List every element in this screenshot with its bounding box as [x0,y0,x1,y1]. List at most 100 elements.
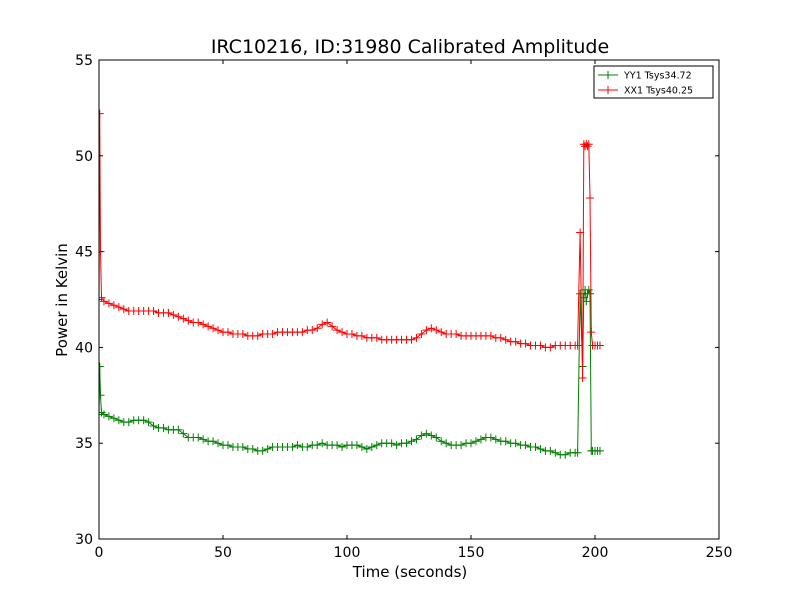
data-point [521,441,530,450]
data-point [486,331,495,340]
x-tick-label: 0 [95,545,104,561]
data-point [546,446,555,455]
data-point [199,435,208,444]
data-point [164,308,173,317]
data-point [595,341,604,350]
y-tick-label: 45 [75,245,93,261]
data-point [402,439,411,448]
data-point [372,441,381,450]
data-point [595,446,604,455]
data-point [194,318,203,327]
data-point [223,441,232,450]
data-point [583,142,592,151]
data-point [99,297,108,306]
data-point [367,443,376,452]
data-point [293,441,302,450]
x-tick-label: 100 [334,545,361,561]
data-point [582,297,591,306]
data-point [486,433,495,442]
data-point [387,439,396,448]
x-tick-label: 250 [706,545,733,561]
data-point [491,435,500,444]
data-point [584,285,593,294]
legend: YY1 Tsys34.72 XX1 Tsys40.25 [593,65,714,99]
data-point [422,326,431,335]
data-point [437,437,446,446]
data-point [238,443,247,452]
data-point [288,443,297,452]
data-point [392,441,401,450]
data-point [99,410,108,419]
data-point [149,421,158,430]
data-point [333,441,342,450]
data-point [347,329,356,338]
data-point [417,329,426,338]
data-point [338,328,347,337]
data-point [338,443,347,452]
data-point [427,324,436,333]
data-point [104,412,113,421]
data-point [521,339,530,348]
series-1 [99,285,604,459]
x-tick-label: 50 [214,545,232,561]
data-point [328,322,337,331]
legend-item-1: YY1 Tsys34.72 [598,71,692,82]
data-point [99,109,104,118]
legend-box [593,65,714,99]
data-point [139,416,148,425]
data-point [104,299,113,308]
data-point [586,193,595,202]
data-point [417,431,426,440]
data-point [561,450,570,459]
data-point [109,301,118,310]
data-point [119,305,128,314]
data-point [427,431,436,440]
data-point [209,437,218,446]
data-point [352,441,361,450]
data-point [199,320,208,329]
data-point [536,341,545,350]
series-clip-group [99,109,604,459]
data-point [357,331,366,340]
data-point [268,329,277,338]
data-point [407,335,416,344]
data-point [318,439,327,448]
data-point [586,289,595,298]
data-point [313,324,322,333]
data-point [253,331,262,340]
data-point [194,433,203,442]
legend-marker [604,86,612,94]
data-point [109,414,118,423]
data-point [169,310,178,319]
axes-frame [98,59,720,540]
legend-label: XX1 Tsys40.25 [624,86,693,97]
x-tick-label: 150 [458,545,485,561]
data-point [467,439,475,448]
data-point [578,374,587,383]
series-2 [99,109,604,383]
data-point [476,435,485,444]
data-point [258,446,267,455]
data-point [184,316,193,325]
data-point [179,314,188,323]
data-point [551,448,560,457]
legend-marker [604,71,612,79]
data-point [442,439,451,448]
plot-area [99,60,719,539]
data-point [313,441,322,450]
data-point [511,337,520,346]
x-tick-label: 200 [582,545,609,561]
data-point [496,333,505,342]
data-point [536,444,545,453]
y-tick-label: 30 [75,532,93,548]
data-point [573,341,582,350]
chart-title: IRC10216, ID:31980 Calibrated Amplitude [211,36,609,58]
data-point [318,320,327,329]
data-point [501,335,510,344]
data-point [573,448,582,457]
data-point [298,328,307,337]
data-point [437,328,446,337]
x-axis-label: Time (seconds) [352,563,468,581]
plot-background [99,60,719,539]
